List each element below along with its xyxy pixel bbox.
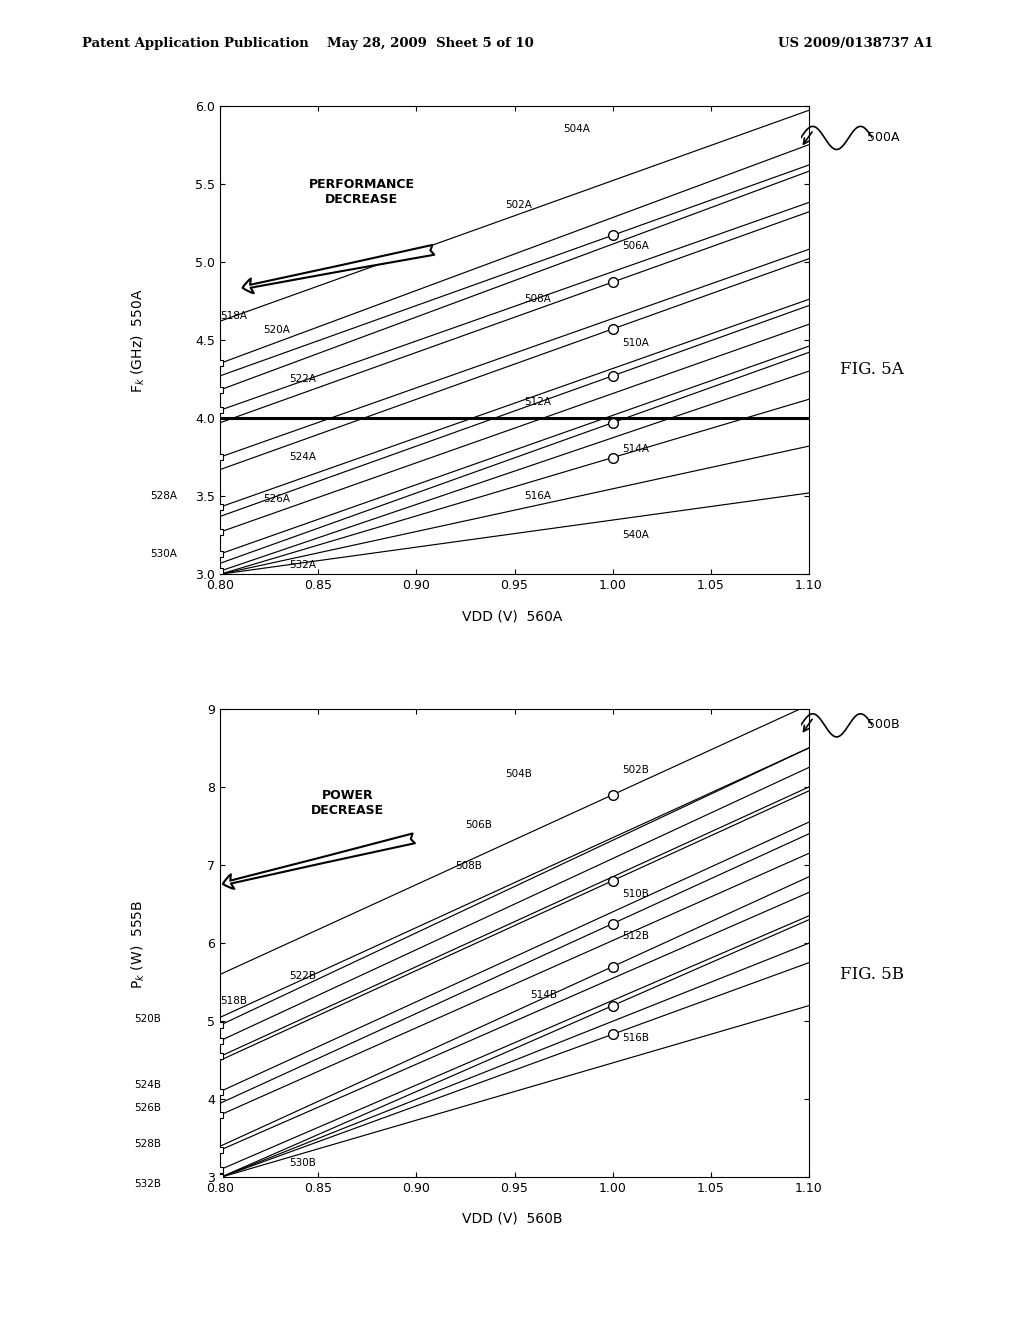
- Text: 516A: 516A: [524, 491, 551, 500]
- Text: 514B: 514B: [530, 990, 557, 1001]
- Text: 510A: 510A: [623, 338, 649, 347]
- Text: 510B: 510B: [623, 888, 649, 899]
- Text: 504B: 504B: [505, 770, 531, 779]
- Text: 530A: 530A: [151, 549, 177, 558]
- Text: FIG. 5A: FIG. 5A: [840, 362, 903, 378]
- Text: 522A: 522A: [289, 374, 315, 384]
- Text: POWER
DECREASE: POWER DECREASE: [311, 788, 384, 817]
- Text: 502B: 502B: [623, 766, 649, 775]
- Text: 500B: 500B: [867, 718, 900, 731]
- Text: 528A: 528A: [150, 491, 177, 500]
- Text: 514A: 514A: [623, 444, 649, 454]
- Text: 532A: 532A: [289, 560, 315, 569]
- Text: 532B: 532B: [134, 1179, 161, 1189]
- Text: VDD (V)  560B: VDD (V) 560B: [462, 1212, 562, 1226]
- Text: 506A: 506A: [623, 240, 649, 251]
- Text: 508B: 508B: [456, 861, 482, 871]
- Text: 518A: 518A: [220, 312, 247, 321]
- Text: 528B: 528B: [134, 1139, 161, 1148]
- Text: 504A: 504A: [563, 124, 591, 133]
- Text: 506B: 506B: [466, 820, 493, 830]
- Text: FIG. 5B: FIG. 5B: [840, 966, 903, 982]
- Text: Patent Application Publication: Patent Application Publication: [82, 37, 308, 50]
- Text: P$_k$ (W)  555B: P$_k$ (W) 555B: [130, 899, 146, 989]
- Text: 540A: 540A: [623, 529, 649, 540]
- Text: 526A: 526A: [263, 494, 291, 504]
- Text: 520A: 520A: [263, 325, 290, 335]
- Text: 516B: 516B: [623, 1034, 649, 1043]
- Text: 526B: 526B: [134, 1104, 161, 1113]
- Text: 524B: 524B: [134, 1080, 161, 1090]
- Text: 512A: 512A: [524, 397, 551, 407]
- Text: May 28, 2009  Sheet 5 of 10: May 28, 2009 Sheet 5 of 10: [327, 37, 534, 50]
- Text: PERFORMANCE
DECREASE: PERFORMANCE DECREASE: [308, 177, 415, 206]
- Text: 518B: 518B: [220, 995, 247, 1006]
- Text: 508A: 508A: [524, 294, 551, 304]
- Text: VDD (V)  560A: VDD (V) 560A: [462, 610, 562, 624]
- Text: 524A: 524A: [289, 451, 315, 462]
- Text: US 2009/0138737 A1: US 2009/0138737 A1: [778, 37, 934, 50]
- Text: 502A: 502A: [505, 201, 531, 210]
- Text: 520B: 520B: [134, 1014, 161, 1023]
- Text: 522B: 522B: [289, 970, 315, 981]
- Text: 500A: 500A: [867, 131, 900, 144]
- Text: F$_k$ (GHz)  550A: F$_k$ (GHz) 550A: [130, 288, 146, 393]
- Text: 530B: 530B: [289, 1158, 315, 1168]
- Text: 512B: 512B: [623, 931, 649, 941]
